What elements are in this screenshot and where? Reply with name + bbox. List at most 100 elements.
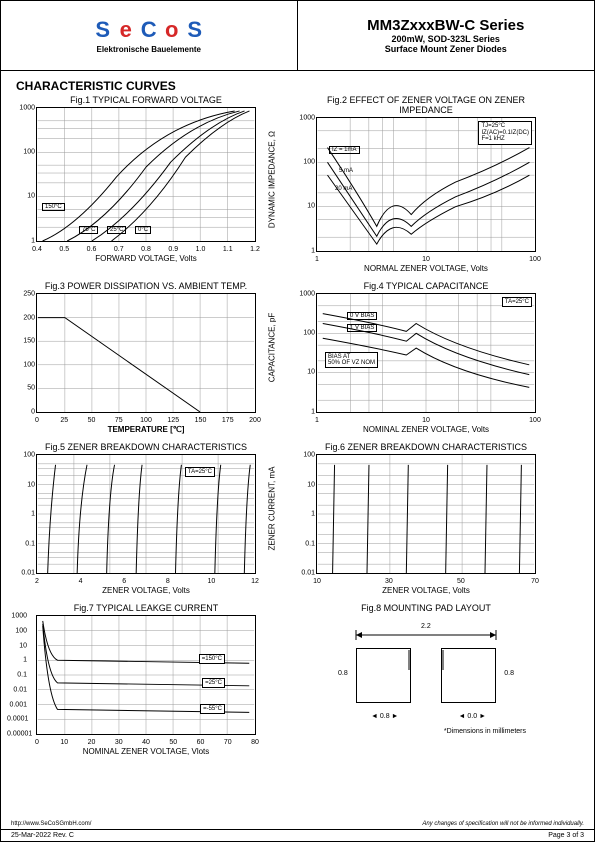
- tick: 100: [529, 417, 541, 424]
- chart-row-2: Fig.3 POWER DISSIPATION VS. AMBIENT TEMP…: [21, 281, 574, 434]
- fig1: Fig.1 TYPICAL FORWARD VOLTAGE: [21, 95, 271, 273]
- pad-right: [441, 648, 496, 703]
- fig5-chart: TA=25°C 100 10 1 0.1 0.01 2 4 6 8 10 12 …: [36, 454, 256, 574]
- tick: 10: [422, 417, 430, 424]
- tick: 70: [224, 739, 232, 746]
- tick: 1000: [15, 105, 35, 112]
- tick: 1: [15, 238, 35, 245]
- fig2-xlabel: NORMAL ZENER VOLTAGE, Volts: [364, 264, 488, 273]
- tick: 0.01: [15, 570, 35, 577]
- fig6-xlabel: ZENER VOLTAGE, Volts: [382, 586, 470, 595]
- fig3: Fig.3 POWER DISSIPATION VS. AMBIENT TEMP…: [21, 281, 271, 434]
- fig3-title: Fig.3 POWER DISSIPATION VS. AMBIENT TEMP…: [45, 281, 247, 291]
- fig2-title: Fig.2 EFFECT OF ZENER VOLTAGE ON ZENER I…: [301, 95, 551, 115]
- fig2-chart: TJ=25°C IZ(AC)=0.1IZ(DC) F=1 kHZ IZ = 1m…: [316, 117, 536, 252]
- chart-row-4: Fig.7 TYPICAL LEAKGE CURRENT: [21, 603, 574, 756]
- tick: 200: [249, 417, 261, 424]
- tick: 1: [315, 417, 319, 424]
- tick: 12: [251, 578, 259, 585]
- tick: 30: [115, 739, 123, 746]
- fig2: Fig.2 EFFECT OF ZENER VOLTAGE ON ZENER I…: [301, 95, 551, 273]
- dim-h2: 0.8: [504, 670, 514, 677]
- tick: 0: [15, 409, 35, 416]
- tick: 0.8: [141, 246, 151, 253]
- tick: 60: [197, 739, 205, 746]
- fig7-ann-55: =-55°C: [200, 704, 225, 714]
- tick: 50: [15, 385, 35, 392]
- logo-s1: S: [92, 17, 114, 43]
- fig4-box: TA=25°C: [502, 297, 532, 307]
- chart-row-1: Fig.1 TYPICAL FORWARD VOLTAGE: [21, 95, 574, 273]
- logo-o: o: [161, 17, 183, 43]
- fig5-title: Fig.5 ZENER BREAKDOWN CHARACTERISTICS: [45, 442, 247, 452]
- fig1-title: Fig.1 TYPICAL FORWARD VOLTAGE: [70, 95, 222, 105]
- fig1-ann-75: 75°C: [79, 226, 98, 234]
- fig5-xlabel: ZENER VOLTAGE, Volts: [102, 586, 190, 595]
- fig3-xlabel: TEMPERATURE [℃]: [108, 425, 185, 434]
- fig4-ylabel: CAPACITANCE, pF: [268, 298, 277, 398]
- tick: 200: [15, 314, 35, 321]
- fig1-ann-0: 0°C: [135, 226, 151, 234]
- tick: 100: [529, 256, 541, 263]
- footer-page: Page 3 of 3: [548, 832, 584, 839]
- dim-note: *Dimensions in millimeters: [444, 728, 526, 735]
- header-right: MM3ZxxxBW-C Series 200mW, SOD-323L Serie…: [298, 1, 595, 70]
- tick: 70: [531, 578, 539, 585]
- tick: 50: [169, 739, 177, 746]
- fig3-chart: 250 200 150 100 50 0 0 25 50 75 100 125 …: [36, 293, 256, 413]
- fig1-ann-150: 150°C: [42, 203, 65, 211]
- fig4-xlabel: NOMINAL ZENER VOLTAGE, Volts: [363, 425, 489, 434]
- tick: 150: [195, 417, 207, 424]
- tick: 10: [207, 578, 215, 585]
- tick: 100: [295, 329, 315, 336]
- fig5: Fig.5 ZENER BREAKDOWN CHARACTERISTICS: [21, 442, 271, 595]
- charts-container: Fig.1 TYPICAL FORWARD VOLTAGE: [1, 95, 594, 756]
- tick: 25: [60, 417, 68, 424]
- tick: 0.01: [295, 570, 315, 577]
- tick: 125: [167, 417, 179, 424]
- tick: 0.1: [15, 540, 35, 547]
- tick: 8: [166, 578, 170, 585]
- tick: 0.4: [32, 246, 42, 253]
- tick: 1000: [7, 613, 27, 620]
- fig4-bias-l2: 50% OF VZ NOM: [328, 360, 375, 366]
- tick: 100: [295, 158, 315, 165]
- footer: 25-Mar-2022 Rev. C Page 3 of 3: [1, 829, 594, 841]
- footer-date: 25-Mar-2022 Rev. C: [11, 832, 74, 839]
- tick: 1: [295, 511, 315, 518]
- tick: 6: [122, 578, 126, 585]
- dim-w1: ◄ 0.8 ►: [371, 713, 398, 720]
- tick: 1.2: [250, 246, 260, 253]
- tick: 40: [142, 739, 150, 746]
- tick: 0.0001: [7, 716, 27, 723]
- series-sub2: Surface Mount Zener Diodes: [385, 44, 507, 54]
- tick: 10: [15, 481, 35, 488]
- tick: 1000: [295, 115, 315, 122]
- tick: 100: [140, 417, 152, 424]
- fig6-title: Fig.6 ZENER BREAKDOWN CHARACTERISTICS: [325, 442, 527, 452]
- series-sub1: 200mW, SOD-323L Series: [392, 34, 500, 44]
- fig6-chart: 100 10 1 0.1 0.01 10 30 50 70 ZENER CURR…: [316, 454, 536, 574]
- fig8-layout: 2.2 0.8 0.8 ◄ 0.8 ► ◄ 0.0 ► *Dimensions …: [316, 615, 536, 735]
- fig2-ylabel: DYNAMIC IMPEDANCE, Ω: [268, 129, 277, 229]
- tick: 0.1: [7, 672, 27, 679]
- tick: 1: [295, 248, 315, 255]
- tick: 0: [35, 417, 39, 424]
- tick: 150: [15, 338, 35, 345]
- fig2-box-l3: F=1 kHZ: [481, 136, 529, 143]
- fig4-ann-bias: BIAS AT 50% OF VZ NOM: [325, 352, 378, 368]
- logo-s2: S: [184, 17, 206, 43]
- fig8: Fig.8 MOUNTING PAD LAYOUT 2.2 0.8 0.8 ◄ …: [301, 603, 551, 756]
- tick: 0.9: [168, 246, 178, 253]
- header: S e C o S Elektronische Bauelemente MM3Z…: [1, 1, 594, 71]
- tick: 0.6: [87, 246, 97, 253]
- tick: 0.1: [295, 540, 315, 547]
- tick: 2: [35, 578, 39, 585]
- fig2-box-l1: TJ=25°C: [481, 123, 529, 130]
- fig2-ann-5ma: 5 mA: [339, 168, 353, 174]
- tick: 1: [295, 409, 315, 416]
- fig6-ylabel: ZENER CURRENT, mA: [268, 459, 277, 559]
- tick: 0: [35, 739, 39, 746]
- tick: 10: [60, 739, 68, 746]
- tick: 20: [88, 739, 96, 746]
